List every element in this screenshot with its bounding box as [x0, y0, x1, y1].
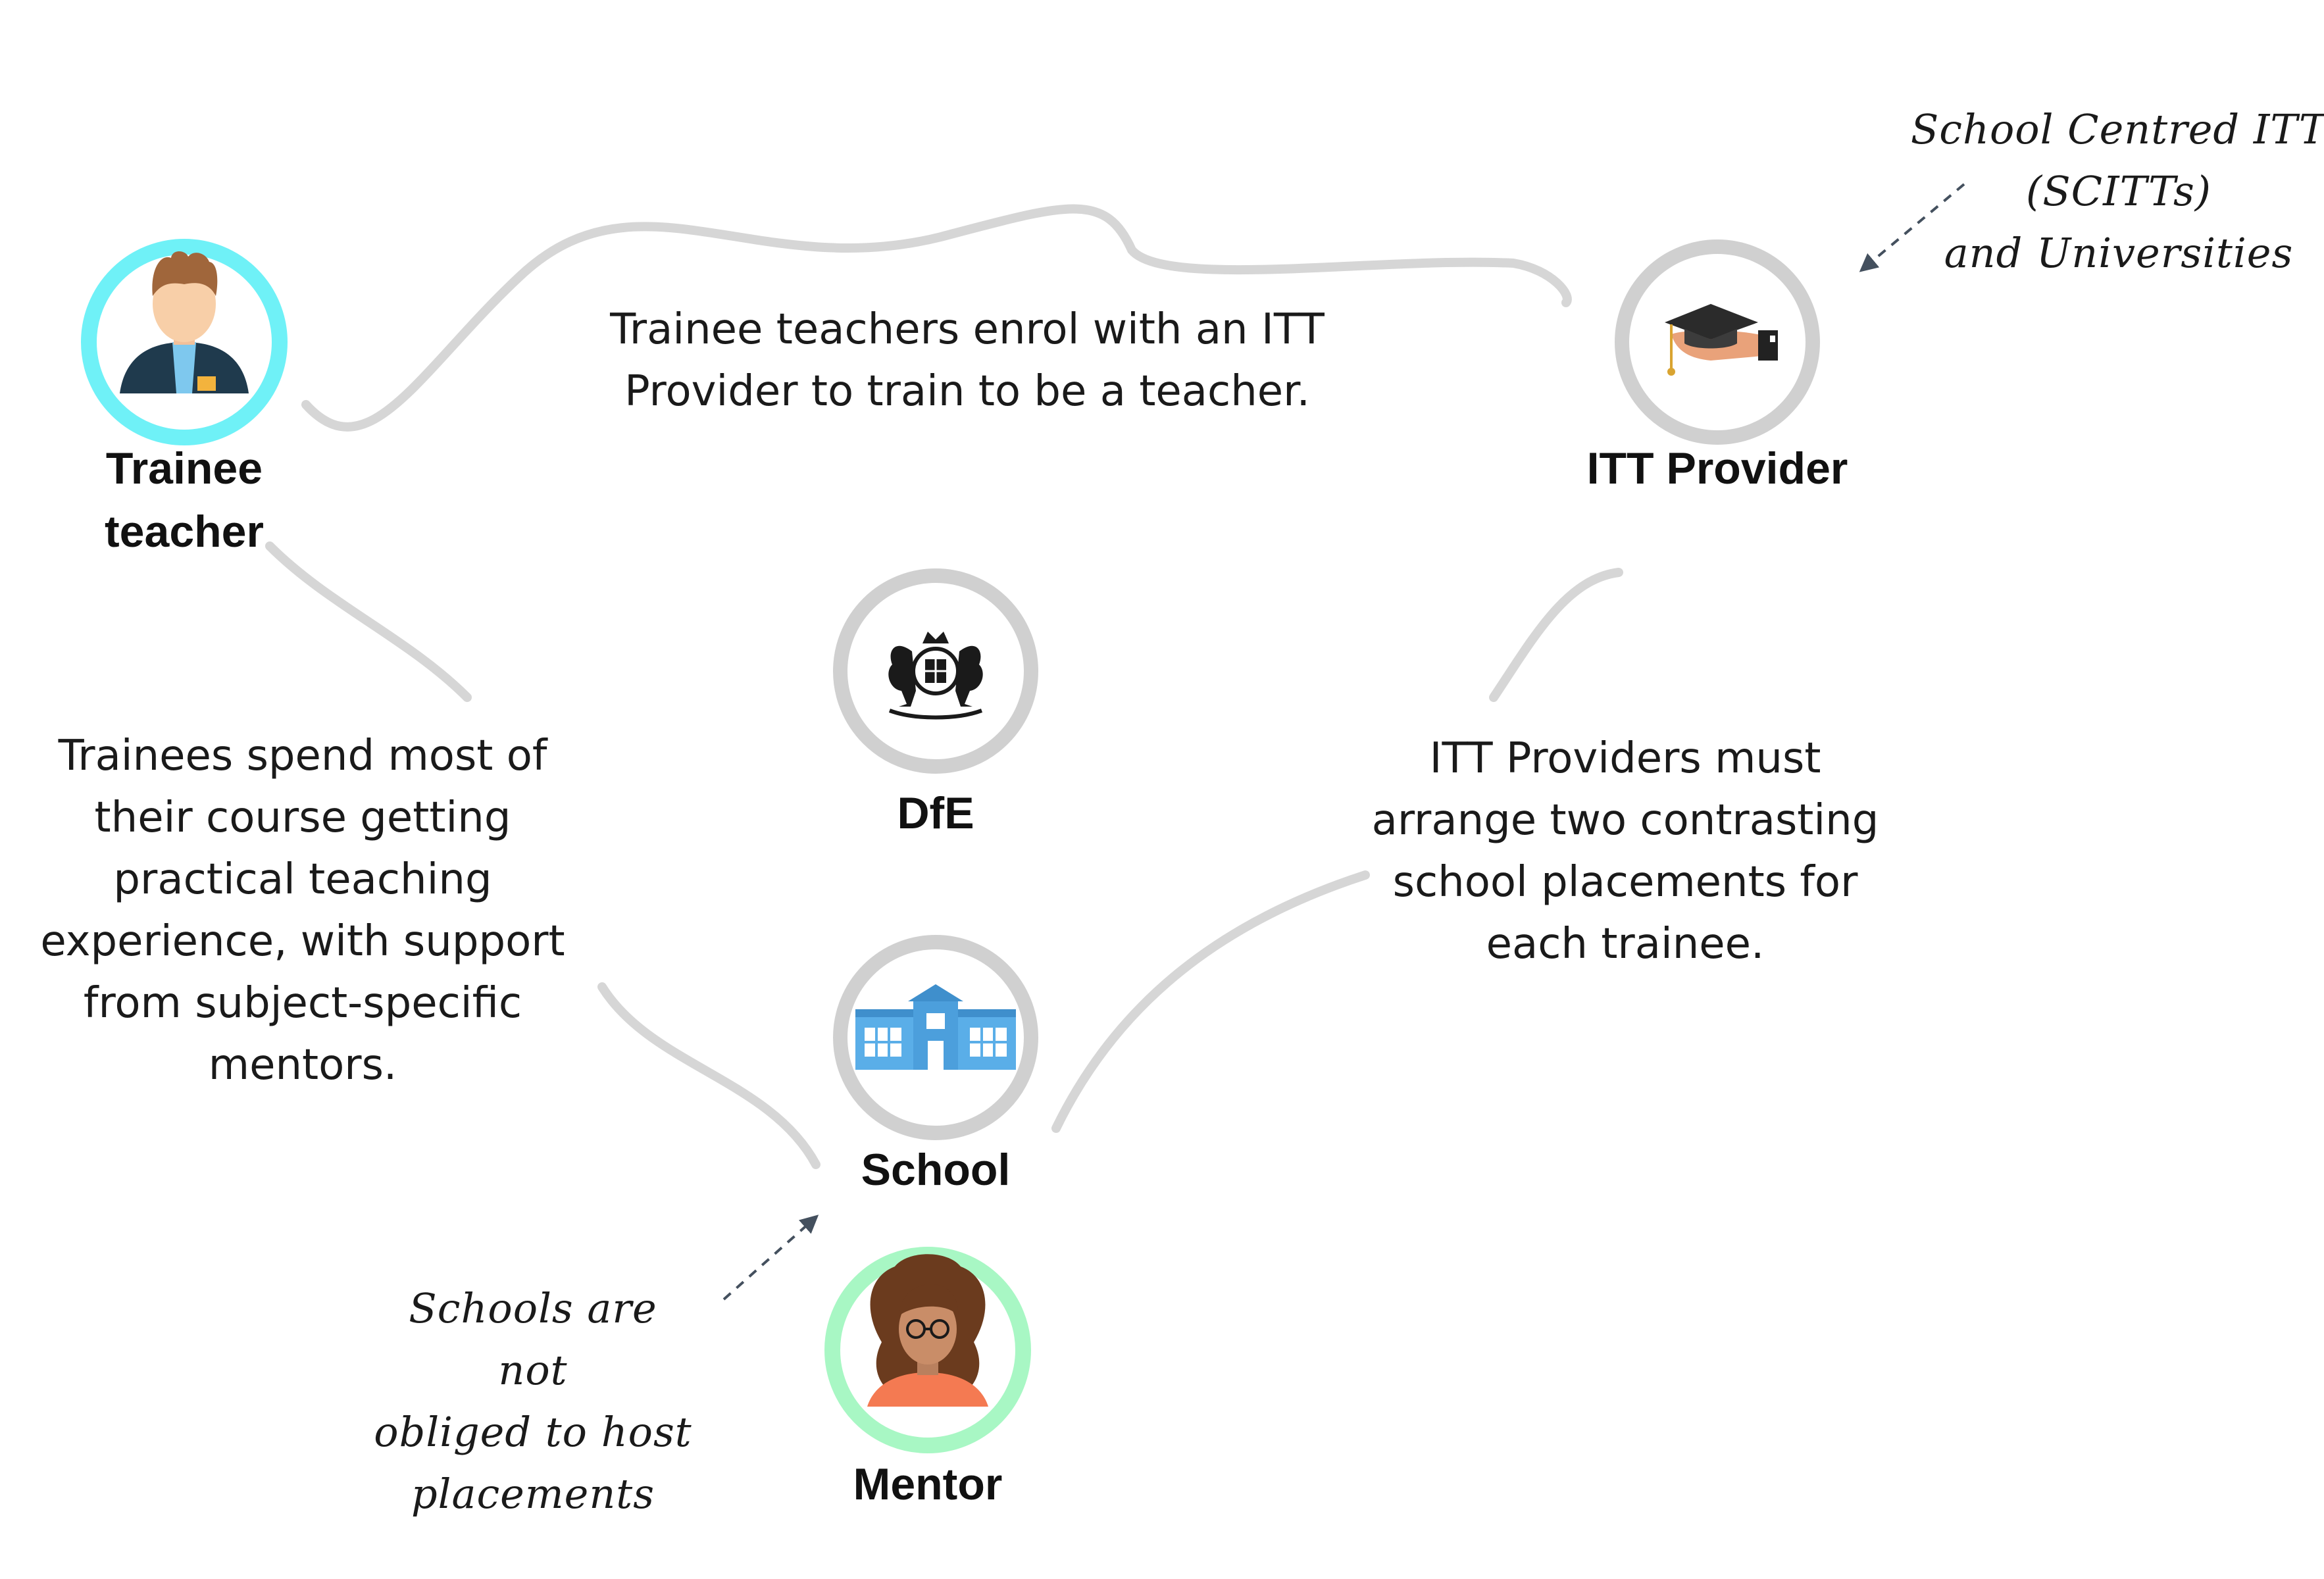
- trainee-label: Trainee teacher: [66, 437, 303, 563]
- school-annotation-line2: obliged to host: [374, 1408, 692, 1456]
- provider-to-school-description: ITT Providers must arrange two contrasti…: [1355, 728, 1895, 975]
- mentor-label: Mentor: [853, 1459, 1003, 1509]
- trainee-to-school-line1: Trainees spend most of: [58, 732, 547, 780]
- trainee-to-school-line6: mentors.: [208, 1041, 397, 1090]
- provider-to-school-line3: school placements for: [1392, 858, 1858, 907]
- school-annotation: Schools are not obliged to host placemen…: [368, 1278, 697, 1525]
- trainee-teacher-icon: [120, 251, 249, 393]
- provider-to-school-line4: each trainee.: [1486, 920, 1765, 968]
- school-annotation-line1: Schools are not: [409, 1284, 657, 1394]
- royal-coat-of-arms-icon: [888, 632, 983, 720]
- trainee-to-school-line5: from subject-specific: [83, 979, 522, 1028]
- school-building-icon: [855, 984, 1016, 1070]
- trainee-to-provider-line2: Provider to train to be a teacher.: [624, 367, 1310, 416]
- school-label: School: [861, 1145, 1011, 1195]
- trainee-to-school-line2: their course getting: [94, 793, 511, 842]
- trainee-to-provider-description: Trainee teachers enrol with an ITT Provi…: [553, 299, 1382, 422]
- trainee-label-line1: Trainee: [105, 443, 263, 493]
- provider-annotation-line3: and Universities: [1944, 229, 2294, 277]
- connector-trainee-school-upper: [265, 541, 472, 702]
- trainee-to-school-line4: experience, with support: [40, 917, 565, 966]
- arrow-school-note: [722, 1215, 819, 1301]
- trainee-label-line2: teacher: [105, 507, 264, 557]
- provider-annotation-line1: School Centred ITT: [1910, 105, 2324, 153]
- provider-to-school-line2: arrange two contrasting: [1371, 796, 1879, 845]
- provider-annotation-line2: (SCITTs): [2026, 167, 2211, 215]
- trainee-to-provider-line1: Trainee teachers enrol with an ITT: [610, 305, 1325, 354]
- provider-to-school-line1: ITT Providers must: [1429, 734, 1821, 783]
- provider-annotation: School Centred ITT (SCITTs) and Universi…: [1908, 99, 2324, 284]
- connector-trainee-provider: [301, 204, 1572, 432]
- arrow-provider-note: [1859, 183, 1965, 272]
- trainee-to-school-line3: practical teaching: [113, 855, 492, 904]
- connector-trainee-school-lower: [597, 982, 821, 1169]
- connector-provider-school-lower: [1051, 870, 1370, 1133]
- itt-provider-label: ITT Provider: [1586, 443, 1848, 493]
- trainee-to-school-description: Trainees spend most of their course gett…: [13, 725, 592, 1096]
- connector-provider-school-upper: [1489, 568, 1623, 702]
- dfe-label: DfE: [897, 788, 974, 838]
- graduation-cap-hand-icon: [1665, 304, 1778, 376]
- mentor-woman-icon: [867, 1254, 988, 1407]
- school-annotation-line3: placements: [411, 1470, 655, 1518]
